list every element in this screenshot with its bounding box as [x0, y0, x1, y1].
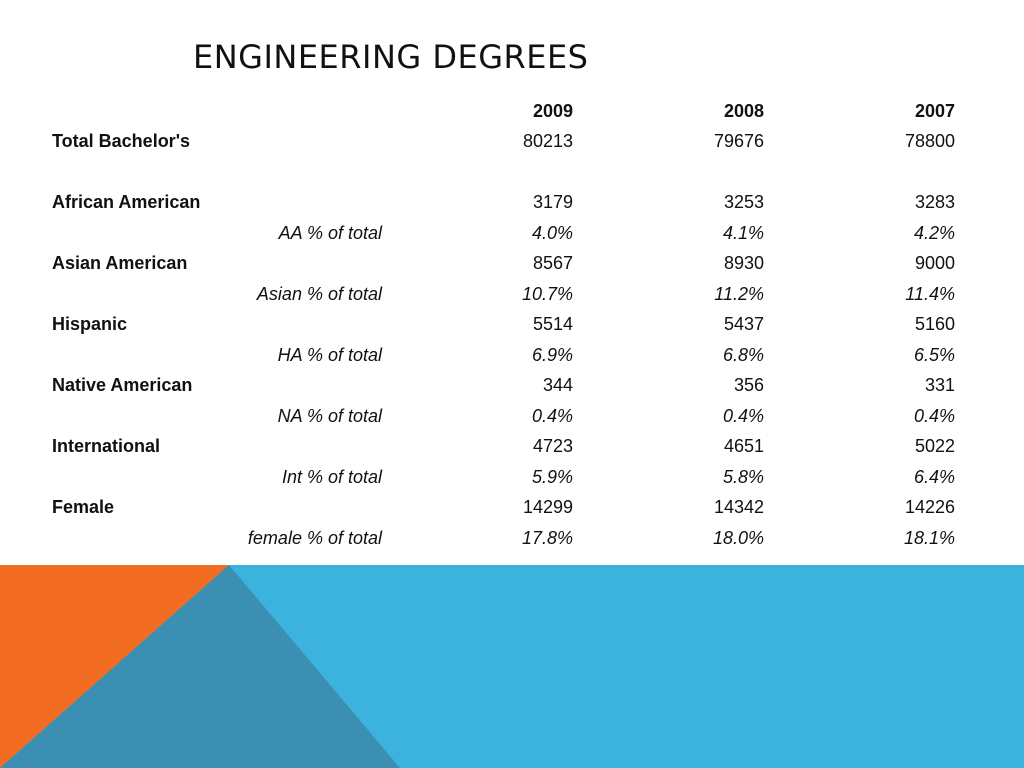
row-label: Asian % of total — [256, 283, 382, 304]
percent-row: Asian % of total 10.7% 11.2% 11.4% — [52, 279, 955, 310]
value-cell-2008: 356 — [733, 375, 764, 396]
category-row: African American 3179 3253 3283 — [52, 188, 955, 219]
percent-row: AA % of total 4.0% 4.1% 4.2% — [52, 218, 955, 249]
value-cell-2009: 344 — [542, 375, 573, 396]
value-cell-2007: 9000 — [914, 253, 955, 274]
percent-row: HA % of total 6.9% 6.8% 6.5% — [52, 340, 955, 371]
year-header-2007: 2007 — [914, 100, 955, 121]
row-label: NA % of total — [277, 405, 382, 426]
category-row: Native American 344 356 331 — [52, 371, 955, 402]
row-label: Native American — [52, 375, 193, 396]
value-cell-2008: 3253 — [723, 192, 764, 213]
value-cell-2009: 80213 — [522, 131, 573, 152]
value-cell-2009 — [382, 157, 573, 188]
row-label: International — [52, 436, 161, 457]
row-label: AA % of total — [278, 222, 382, 243]
header-blank-cell — [52, 96, 382, 127]
degrees-table: 2009 2008 2007 Total Bachelor's 80213 7967… — [52, 96, 955, 554]
percent-row: Int % of total 5.9% 5.8% 6.4% — [52, 462, 955, 493]
value-cell-2007: 5160 — [914, 314, 955, 335]
value-cell-2009: 10.7% — [521, 283, 573, 304]
percent-row: female % of total 17.8% 18.0% 18.1% — [52, 523, 955, 554]
value-cell-2008: 4.1% — [722, 222, 764, 243]
value-cell-2009: 14299 — [522, 497, 573, 518]
value-cell-2009: 0.4% — [531, 405, 573, 426]
year-header-2009: 2009 — [532, 100, 573, 121]
value-cell-2008: 5.8% — [722, 466, 764, 487]
value-cell-2009: 5.9% — [531, 466, 573, 487]
value-cell-2009: 8567 — [532, 253, 573, 274]
value-cell-2008: 79676 — [713, 131, 764, 152]
category-row: Hispanic 5514 5437 5160 — [52, 310, 955, 341]
value-cell-2008: 5437 — [723, 314, 764, 335]
value-cell-2007: 6.4% — [913, 466, 955, 487]
value-cell-2009: 4.0% — [531, 222, 573, 243]
row-label: female % of total — [247, 527, 382, 548]
decorative-background-shapes — [0, 565, 1024, 768]
value-cell-2009: 17.8% — [521, 527, 573, 548]
value-cell-2007: 6.5% — [913, 344, 955, 365]
row-label: Total Bachelor's — [52, 131, 190, 152]
table-body: Total Bachelor's 80213 79676 78800 African A… — [52, 127, 955, 554]
value-cell-2007: 14226 — [904, 497, 955, 518]
value-cell-2009: 3179 — [532, 192, 573, 213]
value-cell-2007 — [764, 157, 955, 188]
value-cell-2007: 3283 — [914, 192, 955, 213]
year-header-row: 2009 2008 2007 — [52, 96, 955, 127]
value-cell-2009: 4723 — [532, 436, 573, 457]
row-label: Hispanic — [52, 314, 128, 335]
value-cell-2008: 14342 — [713, 497, 764, 518]
category-row: Asian American 8567 8930 9000 — [52, 249, 955, 280]
value-cell-2007: 18.1% — [903, 527, 955, 548]
value-cell-2008 — [573, 157, 764, 188]
row-label — [52, 157, 382, 188]
value-cell-2008: 11.2% — [714, 283, 764, 304]
category-row: Female 14299 14342 14226 — [52, 493, 955, 524]
teal-triangle — [0, 565, 400, 768]
value-cell-2007: 4.2% — [913, 222, 955, 243]
value-cell-2009: 5514 — [532, 314, 573, 335]
value-cell-2009: 6.9% — [531, 344, 573, 365]
value-cell-2008: 4651 — [723, 436, 764, 457]
year-header-2008: 2008 — [723, 100, 764, 121]
value-cell-2008: 18.0% — [712, 527, 764, 548]
spacer-row — [52, 157, 955, 188]
value-cell-2007: 11.4% — [905, 283, 955, 304]
value-cell-2007: 78800 — [904, 131, 955, 152]
row-label: Female — [52, 497, 115, 518]
slide-title: ENGINEERING DEGREES — [193, 38, 589, 76]
row-label: Asian American — [52, 253, 188, 274]
percent-row: NA % of total 0.4% 0.4% 0.4% — [52, 401, 955, 432]
category-row: Total Bachelor's 80213 79676 78800 — [52, 127, 955, 158]
value-cell-2008: 6.8% — [722, 344, 764, 365]
value-cell-2008: 8930 — [723, 253, 764, 274]
row-label: HA % of total — [277, 344, 382, 365]
value-cell-2007: 331 — [924, 375, 955, 396]
value-cell-2007: 5022 — [914, 436, 955, 457]
value-cell-2008: 0.4% — [722, 405, 764, 426]
row-label: Int % of total — [281, 466, 382, 487]
row-label: African American — [52, 192, 201, 213]
value-cell-2007: 0.4% — [913, 405, 955, 426]
category-row: International 4723 4651 5022 — [52, 432, 955, 463]
